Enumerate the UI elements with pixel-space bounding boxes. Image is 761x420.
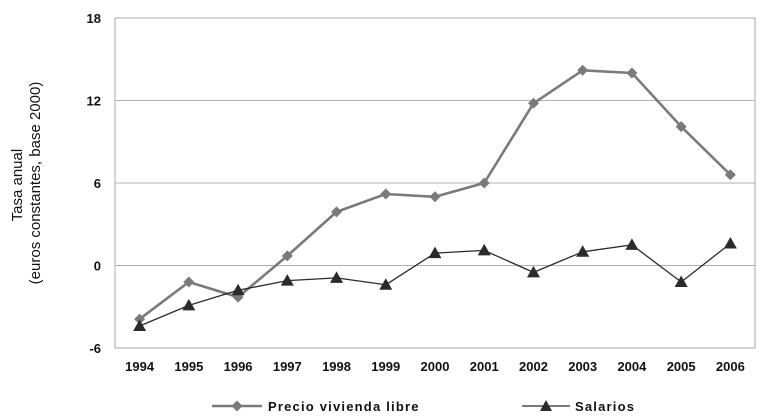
data-point-triangle	[477, 243, 491, 256]
data-point-diamond	[478, 177, 490, 189]
x-axis-ticks: 1994 1995 1996 1997 1998 1999 2000 2001 2002 2003…	[125, 359, 745, 374]
x-tick-label: 1994	[125, 359, 155, 374]
y-axis-label-line-1: Tasa anual	[9, 149, 26, 222]
data-point-triangle	[330, 271, 344, 283]
data-point-triangle	[280, 274, 294, 286]
data-point-triangle	[576, 245, 590, 257]
data-point-diamond	[281, 250, 293, 262]
legend-label-precio: Precio vivienda libre	[268, 399, 420, 414]
x-tick-label: 2005	[667, 359, 696, 374]
x-tick-label: 2002	[519, 359, 548, 374]
gridlines	[115, 100, 755, 266]
x-tick-label: 1999	[371, 359, 400, 374]
series-layer	[133, 64, 737, 331]
data-point-triangle	[674, 275, 688, 287]
y-axis-label: Tasa anual (euros constantes, base 2000)	[9, 82, 44, 285]
y-tick-label: 12	[87, 94, 101, 109]
data-point-triangle	[379, 278, 393, 290]
x-tick-label: 1997	[273, 359, 302, 374]
y-tick-label: 6	[94, 176, 101, 191]
x-tick-label: 2006	[716, 359, 745, 374]
data-point-triangle	[625, 238, 639, 250]
data-point-diamond	[380, 188, 392, 200]
y-axis-ticks: 18 12 6 0 -6	[87, 11, 101, 356]
x-tick-label: 1998	[322, 359, 351, 374]
legend-item-salarios: Salarios	[522, 399, 635, 414]
x-tick-label: 1996	[224, 359, 253, 374]
x-tick-label: 1995	[174, 359, 203, 374]
data-point-diamond	[724, 169, 736, 181]
data-point-diamond	[183, 276, 195, 288]
data-point-triangle	[133, 319, 147, 331]
data-point-diamond	[626, 67, 638, 79]
data-point-triangle	[428, 246, 442, 259]
legend-label-salarios: Salarios	[575, 399, 635, 414]
data-point-diamond	[429, 191, 441, 203]
data-point-triangle	[182, 298, 196, 311]
x-tick-label: 2003	[568, 359, 597, 374]
legend-triangle-icon	[540, 400, 552, 411]
x-tick-label: 2004	[617, 359, 647, 374]
data-point-diamond	[675, 121, 687, 133]
y-axis-label-line-2: (euros constantes, base 2000)	[27, 82, 44, 285]
x-tick-label: 2000	[421, 359, 450, 374]
legend: Precio vivienda libre Salarios	[212, 399, 635, 414]
y-tick-label: 0	[94, 259, 101, 274]
data-point-triangle	[526, 265, 540, 278]
data-point-diamond	[577, 64, 589, 76]
legend-diamond-icon	[231, 400, 243, 412]
y-tick-label: 18	[87, 11, 101, 26]
y-tick-label: -6	[89, 341, 101, 356]
data-point-diamond	[331, 206, 343, 218]
data-point-triangle	[723, 237, 737, 249]
legend-item-precio: Precio vivienda libre	[212, 399, 420, 414]
x-tick-label: 2001	[470, 359, 499, 374]
data-point-diamond	[527, 97, 539, 109]
data-point-diamond	[134, 313, 146, 325]
data-point-triangle	[231, 283, 245, 296]
series-salarios	[133, 237, 737, 331]
